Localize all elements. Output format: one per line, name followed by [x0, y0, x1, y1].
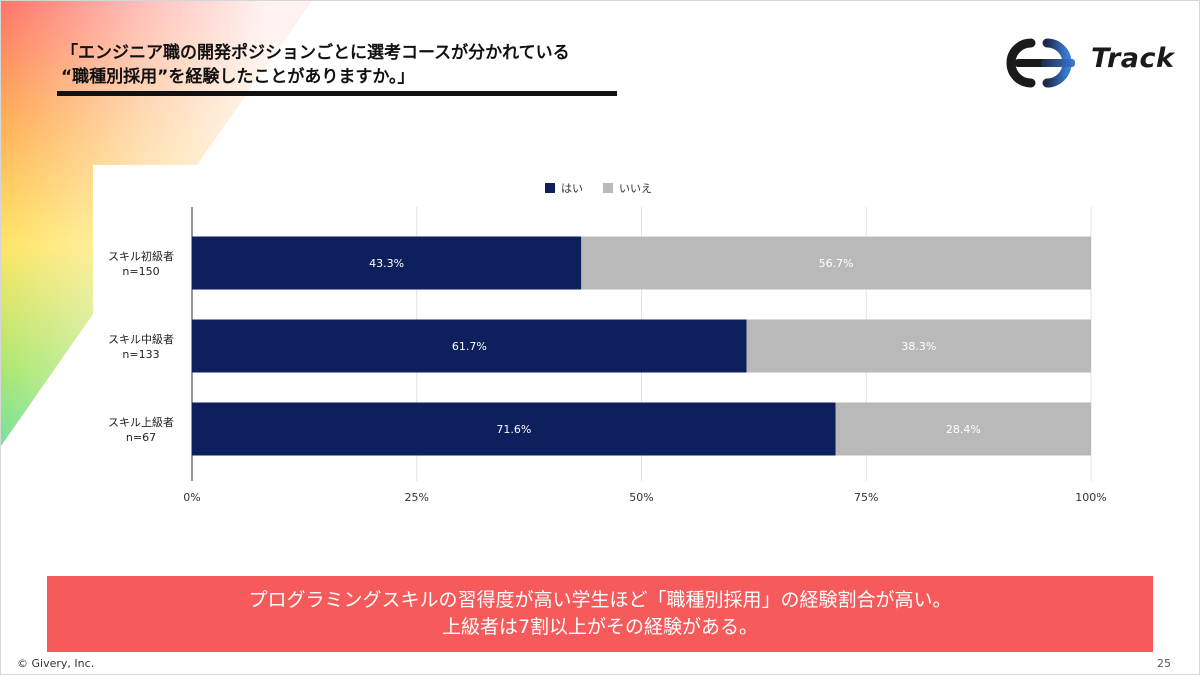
page-title: 「エンジニア職の開発ポジションごとに選考コースが分かれている “職種別採用”を経… — [61, 41, 621, 89]
track-logo: Track — [1001, 35, 1175, 91]
category-label: スキル中級者 — [108, 333, 174, 346]
category-sample-size: n=67 — [126, 431, 156, 444]
copyright: © Givery, Inc. — [17, 657, 95, 670]
x-tick-label: 100% — [1075, 491, 1106, 504]
bar-no — [746, 319, 1091, 373]
x-tick-label: 25% — [405, 491, 429, 504]
bar-yes — [192, 236, 582, 290]
legend-label-no: いいえ — [619, 182, 652, 195]
data-label-no: 38.3% — [901, 340, 936, 353]
legend-item-no: いいえ — [603, 180, 652, 196]
bar-no — [581, 236, 1091, 290]
logo-text: Track — [1091, 43, 1175, 74]
category-label: スキル上級者 — [108, 416, 174, 429]
conclusion-banner: プログラミングスキルの習得度が高い学生ほど「職種別採用」の経験割合が高い。 上級… — [47, 576, 1153, 652]
bar-no — [835, 402, 1091, 456]
page-number: 25 — [1157, 657, 1171, 670]
category-sample-size: n=133 — [122, 348, 159, 361]
track-logo-icon — [1006, 38, 1075, 88]
page-title-line-1: 「エンジニア職の開発ポジションごとに選考コースが分かれている — [61, 43, 570, 63]
page-title-line-2: “職種別採用”を経験したことがありますか。」 — [61, 67, 415, 87]
data-label-yes: 71.6% — [496, 423, 531, 436]
legend-swatch-no — [603, 183, 613, 193]
data-label-no: 56.7% — [819, 257, 854, 270]
banner-line-1: プログラミングスキルの習得度が高い学生ほど「職種別採用」の経験割合が高い。 — [248, 589, 952, 611]
bar-yes — [192, 319, 747, 373]
category-sample-size: n=150 — [122, 265, 159, 278]
legend-label-yes: はい — [561, 182, 583, 195]
banner-line-2: 上級者は7割以上がその経験がある。 — [441, 616, 759, 638]
x-tick-label: 50% — [629, 491, 653, 504]
bar-yes — [192, 402, 836, 456]
x-tick-label: 0% — [183, 491, 200, 504]
data-label-yes: 43.3% — [369, 257, 404, 270]
data-label-yes: 61.7% — [452, 340, 487, 353]
legend-swatch-yes — [545, 183, 555, 193]
title-underline — [57, 91, 617, 96]
legend-item-yes: はい — [545, 180, 583, 196]
category-label: スキル初級者 — [108, 249, 174, 263]
chart-panel — [93, 165, 1199, 585]
x-tick-label: 75% — [854, 491, 878, 504]
data-label-no: 28.4% — [946, 423, 981, 436]
